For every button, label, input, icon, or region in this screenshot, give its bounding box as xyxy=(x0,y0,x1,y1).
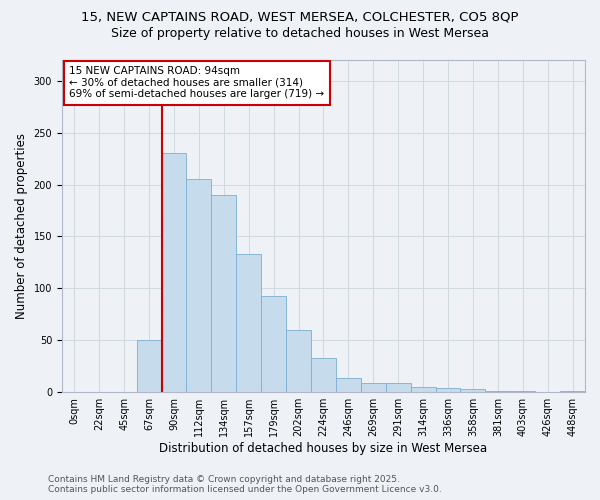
Bar xyxy=(311,358,336,392)
Text: 15 NEW CAPTAINS ROAD: 94sqm
← 30% of detached houses are smaller (314)
69% of se: 15 NEW CAPTAINS ROAD: 94sqm ← 30% of det… xyxy=(70,66,325,100)
Bar xyxy=(336,378,361,392)
Bar xyxy=(286,330,311,392)
Bar xyxy=(187,180,211,392)
X-axis label: Distribution of detached houses by size in West Mersea: Distribution of detached houses by size … xyxy=(160,442,488,455)
Bar xyxy=(211,195,236,392)
Bar xyxy=(436,388,460,392)
Bar xyxy=(361,383,386,392)
Text: 15, NEW CAPTAINS ROAD, WEST MERSEA, COLCHESTER, CO5 8QP: 15, NEW CAPTAINS ROAD, WEST MERSEA, COLC… xyxy=(81,10,519,23)
Bar xyxy=(137,340,161,392)
Bar xyxy=(410,387,436,392)
Bar xyxy=(261,296,286,392)
Bar xyxy=(560,391,585,392)
Text: Contains HM Land Registry data © Crown copyright and database right 2025.
Contai: Contains HM Land Registry data © Crown c… xyxy=(48,474,442,494)
Bar xyxy=(161,154,187,392)
Bar xyxy=(510,391,535,392)
Text: Size of property relative to detached houses in West Mersea: Size of property relative to detached ho… xyxy=(111,28,489,40)
Bar xyxy=(485,391,510,392)
Y-axis label: Number of detached properties: Number of detached properties xyxy=(15,133,28,319)
Bar xyxy=(386,383,410,392)
Bar xyxy=(236,254,261,392)
Bar xyxy=(460,389,485,392)
